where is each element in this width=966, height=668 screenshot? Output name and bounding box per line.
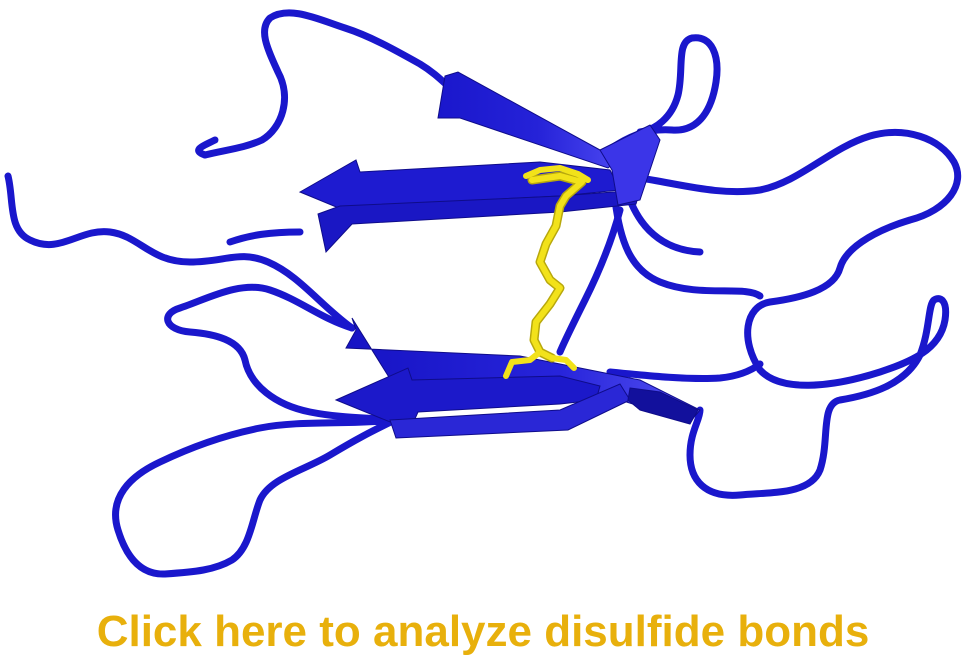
beta-strand-upper bbox=[298, 71, 661, 254]
coil-loops bbox=[4, 9, 962, 578]
protein-structure-image[interactable] bbox=[0, 0, 966, 600]
analyze-disulfide-link[interactable]: Click here to analyze disulfide bonds bbox=[96, 607, 870, 656]
disulfide-bond bbox=[503, 165, 591, 379]
beta-strand-lower bbox=[334, 317, 701, 439]
